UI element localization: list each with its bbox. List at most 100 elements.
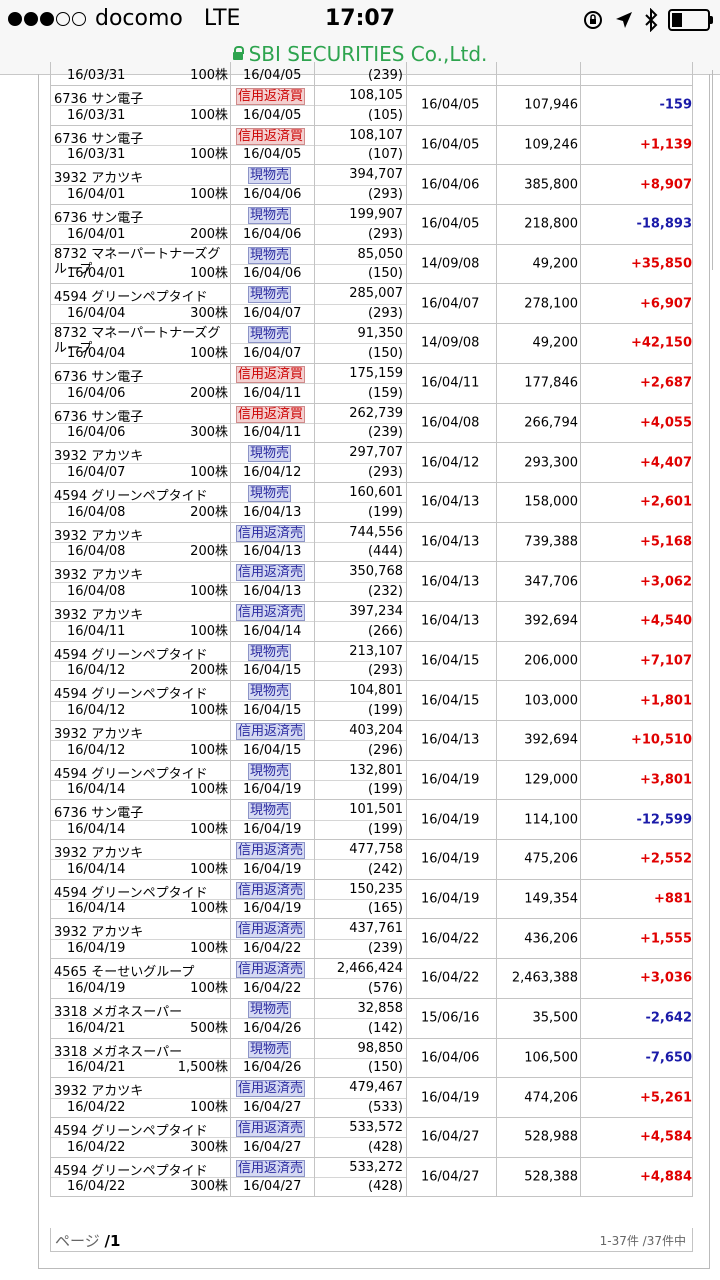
fee: (293) [368,226,403,242]
table-row[interactable]: 4594 グリーンペプタイド 16/04/14 100株 現物売 16/04/19 132… [50,760,694,801]
page-indicator: ページ /1 [55,1230,120,1251]
stock-name[interactable]: 3932 アカツキ [54,727,144,742]
acquisition-date: 16/04/19 [421,851,480,867]
trade-type-badge: 現物売 [248,326,292,344]
profit-loss: +1,555 [639,931,692,947]
sell-amount: 397,234 [349,603,403,619]
profit-loss-cell: +1,139 [581,126,694,165]
stock-name[interactable]: 6736 サン電子 [54,211,144,227]
table-row[interactable]: 6736 サン電子 16/04/14 100株 現物売 16/04/19 101,501 (… [50,800,693,841]
acquisition-price-cell: 739,388 [497,522,581,562]
row-divider [51,422,230,424]
buy-date: 16/04/14 [67,861,126,877]
table-row[interactable]: 6736 サン電子 16/04/06 300株 信用返済買 16/04/11 262,73… [50,403,693,444]
stock-name[interactable]: 3932 アカツキ [54,925,144,941]
profit-loss-cell: +3,801 [581,761,694,800]
stock-name[interactable]: 3932 アカツキ [54,1084,144,1100]
trade-type-cell: 信用返済売 16/04/19 [231,879,315,919]
table-row[interactable]: 6736 サン電子 16/04/01 200株 現物売 16/04/06 199,907(… [50,205,693,245]
buy-date: 16/04/01 [67,226,126,242]
table-row[interactable]: 3932 アカツキ 16/04/12 100株 信用返済売 16/04/15 403,20… [50,721,693,761]
rotation-lock-icon [584,11,602,29]
row-divider [51,740,230,742]
profit-loss: +4,540 [639,613,692,629]
stock-name[interactable]: 4594 グリーンペプタイド [54,1163,208,1179]
table-row[interactable]: 3932 アカツキ 16/04/08 200株 信用返済売 16/04/13 744,55… [50,522,693,563]
table-row[interactable]: 8732 マネーパートナーズグループ 16/04/04 100株 現物売 16/04/0… [50,324,693,364]
trade-type-badge: 信用返済売 [236,524,306,542]
stock-name[interactable]: 3932 アカツキ [54,171,144,187]
table-row[interactable]: 4594 グリーンペプタイド 16/04/08 200株 現物売 16/04/13 160… [50,482,693,523]
fee: (293) [368,464,403,480]
table-row[interactable]: 3318 メガネスーパー 16/04/21 500株 現物売 16/04/26 32,85… [50,998,693,1039]
buy-date: 16/04/01 [67,266,126,282]
table-row[interactable]: 6736 サン電子 16/04/06 200株 信用返済買 16/04/11 175,15… [50,363,693,404]
sell-date: 16/04/05 [243,107,302,123]
sell-amount: 108,107 [349,127,403,143]
stock-name[interactable]: 4565 そーせいグループ [54,965,195,981]
stock-name[interactable]: 4594 グリーンペプタイド [54,290,208,306]
sell-date: 16/04/11 [243,425,302,441]
table-row[interactable]: 4594 グリーンペプタイド 16/04/12 100株 現物売 16/04/15 104… [50,681,693,721]
acquisition-price-cell: 392,694 [497,601,581,641]
sell-date: 16/04/13 [243,504,302,520]
table-row[interactable]: 4594 グリーンペプタイド 16/04/22 300株 信用返済売 16/04/27 5… [50,1157,693,1198]
profit-loss-cell: +4,584 [581,1118,694,1157]
table-row[interactable]: 6736 サン電子 16/03/31 100株 信用返済買 16/04/05 108,10… [50,125,694,166]
table-row[interactable]: 3318 メガネスーパー 16/04/21 1,500株 現物売 16/04/26 98,… [50,1038,693,1079]
carrier-info: docomo LTE [8,6,240,31]
profit-loss: +7,107 [639,653,692,669]
stock-name[interactable]: 3318 メガネスーパー [54,1044,183,1060]
buy-date: 16/04/04 [67,306,126,322]
stock-name[interactable]: 3932 アカツキ [54,449,144,465]
stock-name[interactable]: 4594 グリーンペプタイド [54,766,208,782]
stock-name[interactable]: 6736 サン電子 [54,131,144,147]
stock-name[interactable]: 3932 アカツキ [54,528,144,544]
stock-name[interactable]: 3932 アカツキ [54,846,144,862]
sell-amount: 108,105 [349,88,403,103]
table-row[interactable]: 4594 グリーンペプタイド 16/04/12 200株 現物売 16/04/15 213… [50,641,693,682]
stock-name[interactable]: 6736 サン電子 [54,409,144,425]
acquisition-price-cell: 177,846 [497,363,581,403]
table-row[interactable]: 3932 アカツキ 16/04/08 100株 信用返済売 16/04/13 350,76… [50,562,693,602]
stock-name[interactable]: 4594 グリーンペプタイド [54,687,208,703]
row-divider [315,303,406,305]
trade-type-badge: 現物売 [248,802,292,820]
acquisition-price: 149,354 [524,891,578,907]
stock-name[interactable]: 6736 サン電子 [54,369,144,385]
stock-name[interactable]: 3932 アカツキ [54,568,144,584]
table-row[interactable]: 8732 マネーパートナーズグループ 16/04/01 100株 現物売 16/04/0… [50,244,693,285]
row-divider [315,740,406,742]
sell-date: 16/04/19 [243,861,302,877]
table-row[interactable]: 3932 アカツキ 16/04/14 100株 信用返済売 16/04/19 477,75… [50,840,693,880]
stock-name[interactable]: 4594 グリーンペプタイド [54,1123,208,1139]
table-row[interactable]: 4594 グリーンペプタイド 16/04/14 100株 信用返済売 16/04/19 1… [50,879,693,920]
stock-name[interactable]: 8732 マネーパートナーズグループ [54,326,221,357]
stock-name[interactable]: 4594 グリーンペプタイド [54,647,208,663]
table-row[interactable]: 6736 サン電子 16/03/31 100株 信用返済買 16/04/05 108,10… [50,86,693,126]
page-current[interactable]: /1 [104,1232,121,1250]
table-row[interactable]: 4594 グリーンペプタイド 16/04/04 300株 現物売 16/04/07 285… [50,284,693,325]
acquisition-date: 16/04/13 [421,574,480,590]
amount-cell: 477,758 (242) [315,840,407,879]
stock-name[interactable]: 6736 サン電子 [54,806,144,822]
table-row[interactable]: 4565 そーせいグループ 16/04/19 100株 信用返済売 16/04/22 2,… [50,959,693,999]
site-name: SBI SECURITIES Co.,Ltd. [248,42,488,66]
url-bar[interactable]: SBI SECURITIES Co.,Ltd. [0,40,720,75]
table-row[interactable]: 3932 アカツキ 16/04/19 100株 信用返済売 16/04/22 437,76… [50,919,693,960]
stock-name[interactable]: 8732 マネーパートナーズグループ [54,246,221,277]
stock-name[interactable]: 3318 メガネスーパー [54,1004,183,1020]
acquisition-date: 15/06/16 [421,1010,480,1026]
trade-type-cell: 現物売 16/04/15 [231,641,315,681]
stock-name[interactable]: 4594 グリーンペプタイド [54,488,208,504]
acquisition-price: 436,206 [524,931,578,947]
stock-name[interactable]: 3932 アカツキ [54,607,144,623]
stock-name[interactable]: 4594 グリーンペプタイド [54,885,208,901]
table-row[interactable]: 3932 アカツキ 16/04/07 100株 現物売 16/04/12 297,707(… [50,443,693,483]
table-row[interactable]: 3932 アカツキ 16/04/22 100株 信用返済売 16/04/27 479,46… [50,1078,693,1118]
table-row[interactable]: 4594 グリーンペプタイド 16/04/22 300株 信用返済売 16/04/27 5… [50,1117,694,1158]
table-row[interactable]: 3932 アカツキ 16/04/11 100株 信用返済売 16/04/14 397,23… [50,601,693,642]
stock-name[interactable]: 6736 サン電子 [54,92,144,107]
fee: (107) [368,147,403,163]
table-row[interactable]: 3932 アカツキ 16/04/01 100株 現物売 16/04/06 394,707 (… [50,165,693,206]
